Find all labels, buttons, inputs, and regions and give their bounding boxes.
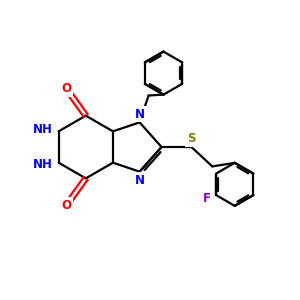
Text: S: S xyxy=(187,132,196,145)
Text: N: N xyxy=(135,107,145,121)
Text: N: N xyxy=(135,173,145,187)
Text: O: O xyxy=(61,199,71,212)
Text: NH: NH xyxy=(33,158,53,171)
Text: O: O xyxy=(61,82,71,95)
Text: NH: NH xyxy=(33,123,53,136)
Text: F: F xyxy=(203,192,211,205)
